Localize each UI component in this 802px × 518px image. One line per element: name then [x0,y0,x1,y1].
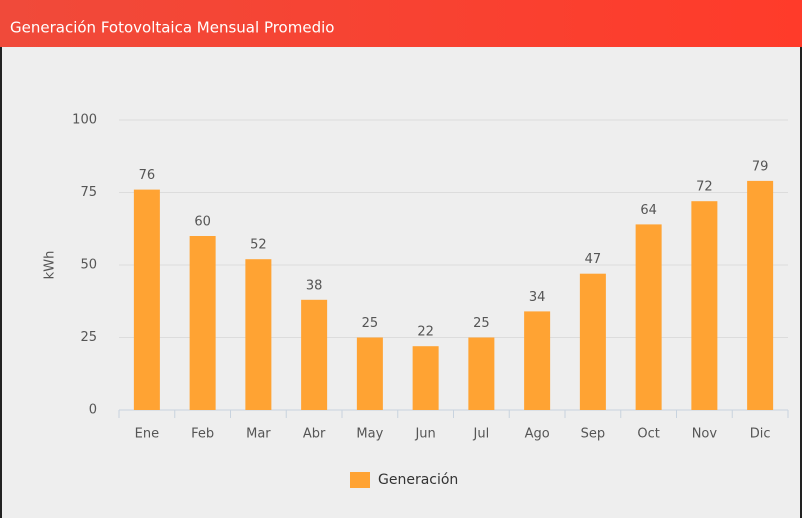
bar [356,337,383,410]
bar [635,224,662,410]
data-label: 25 [362,316,379,331]
x-tick-label: Ago [525,427,550,442]
y-tick-label: 75 [80,185,97,200]
x-tick-label: Mar [246,427,271,442]
bar [189,236,216,410]
header [0,0,802,47]
y-tick-label: 25 [80,330,97,345]
x-tick-label: Oct [637,427,659,442]
legend-swatch [350,472,370,488]
data-label: 47 [585,252,602,267]
bar [468,337,495,410]
data-label: 79 [752,159,769,174]
data-label: 38 [306,278,323,293]
data-label: 25 [473,316,490,331]
data-label: 64 [640,203,657,218]
bar [579,273,606,410]
bar [524,311,551,410]
data-label: 60 [194,215,211,230]
bar [301,299,328,410]
data-label: 52 [250,238,267,253]
data-label: 22 [417,325,434,340]
y-axis-label: kWh [43,251,58,280]
y-tick-label: 50 [80,258,97,273]
x-tick-label: Feb [191,427,214,442]
bar [133,189,160,410]
data-label: 72 [696,180,713,195]
x-tick-label: Sep [581,427,606,442]
x-tick-label: Abr [303,427,326,442]
y-tick-label: 100 [72,113,97,128]
data-label: 76 [139,168,156,183]
legend-label: Generación [378,472,458,488]
x-tick-label: Ene [135,427,159,442]
y-tick-label: 0 [89,403,97,418]
x-tick-label: Nov [692,427,718,442]
bar [691,201,718,410]
x-tick-label: Jul [473,427,490,442]
chart-title: Generación Fotovoltaica Mensual Promedio [10,19,334,37]
x-tick-label: May [356,427,383,442]
bar [245,259,272,410]
bar [747,180,774,410]
data-label: 34 [529,290,546,305]
x-tick-label: Jun [414,427,435,442]
x-tick-label: Dic [750,427,771,442]
bar [412,346,439,410]
